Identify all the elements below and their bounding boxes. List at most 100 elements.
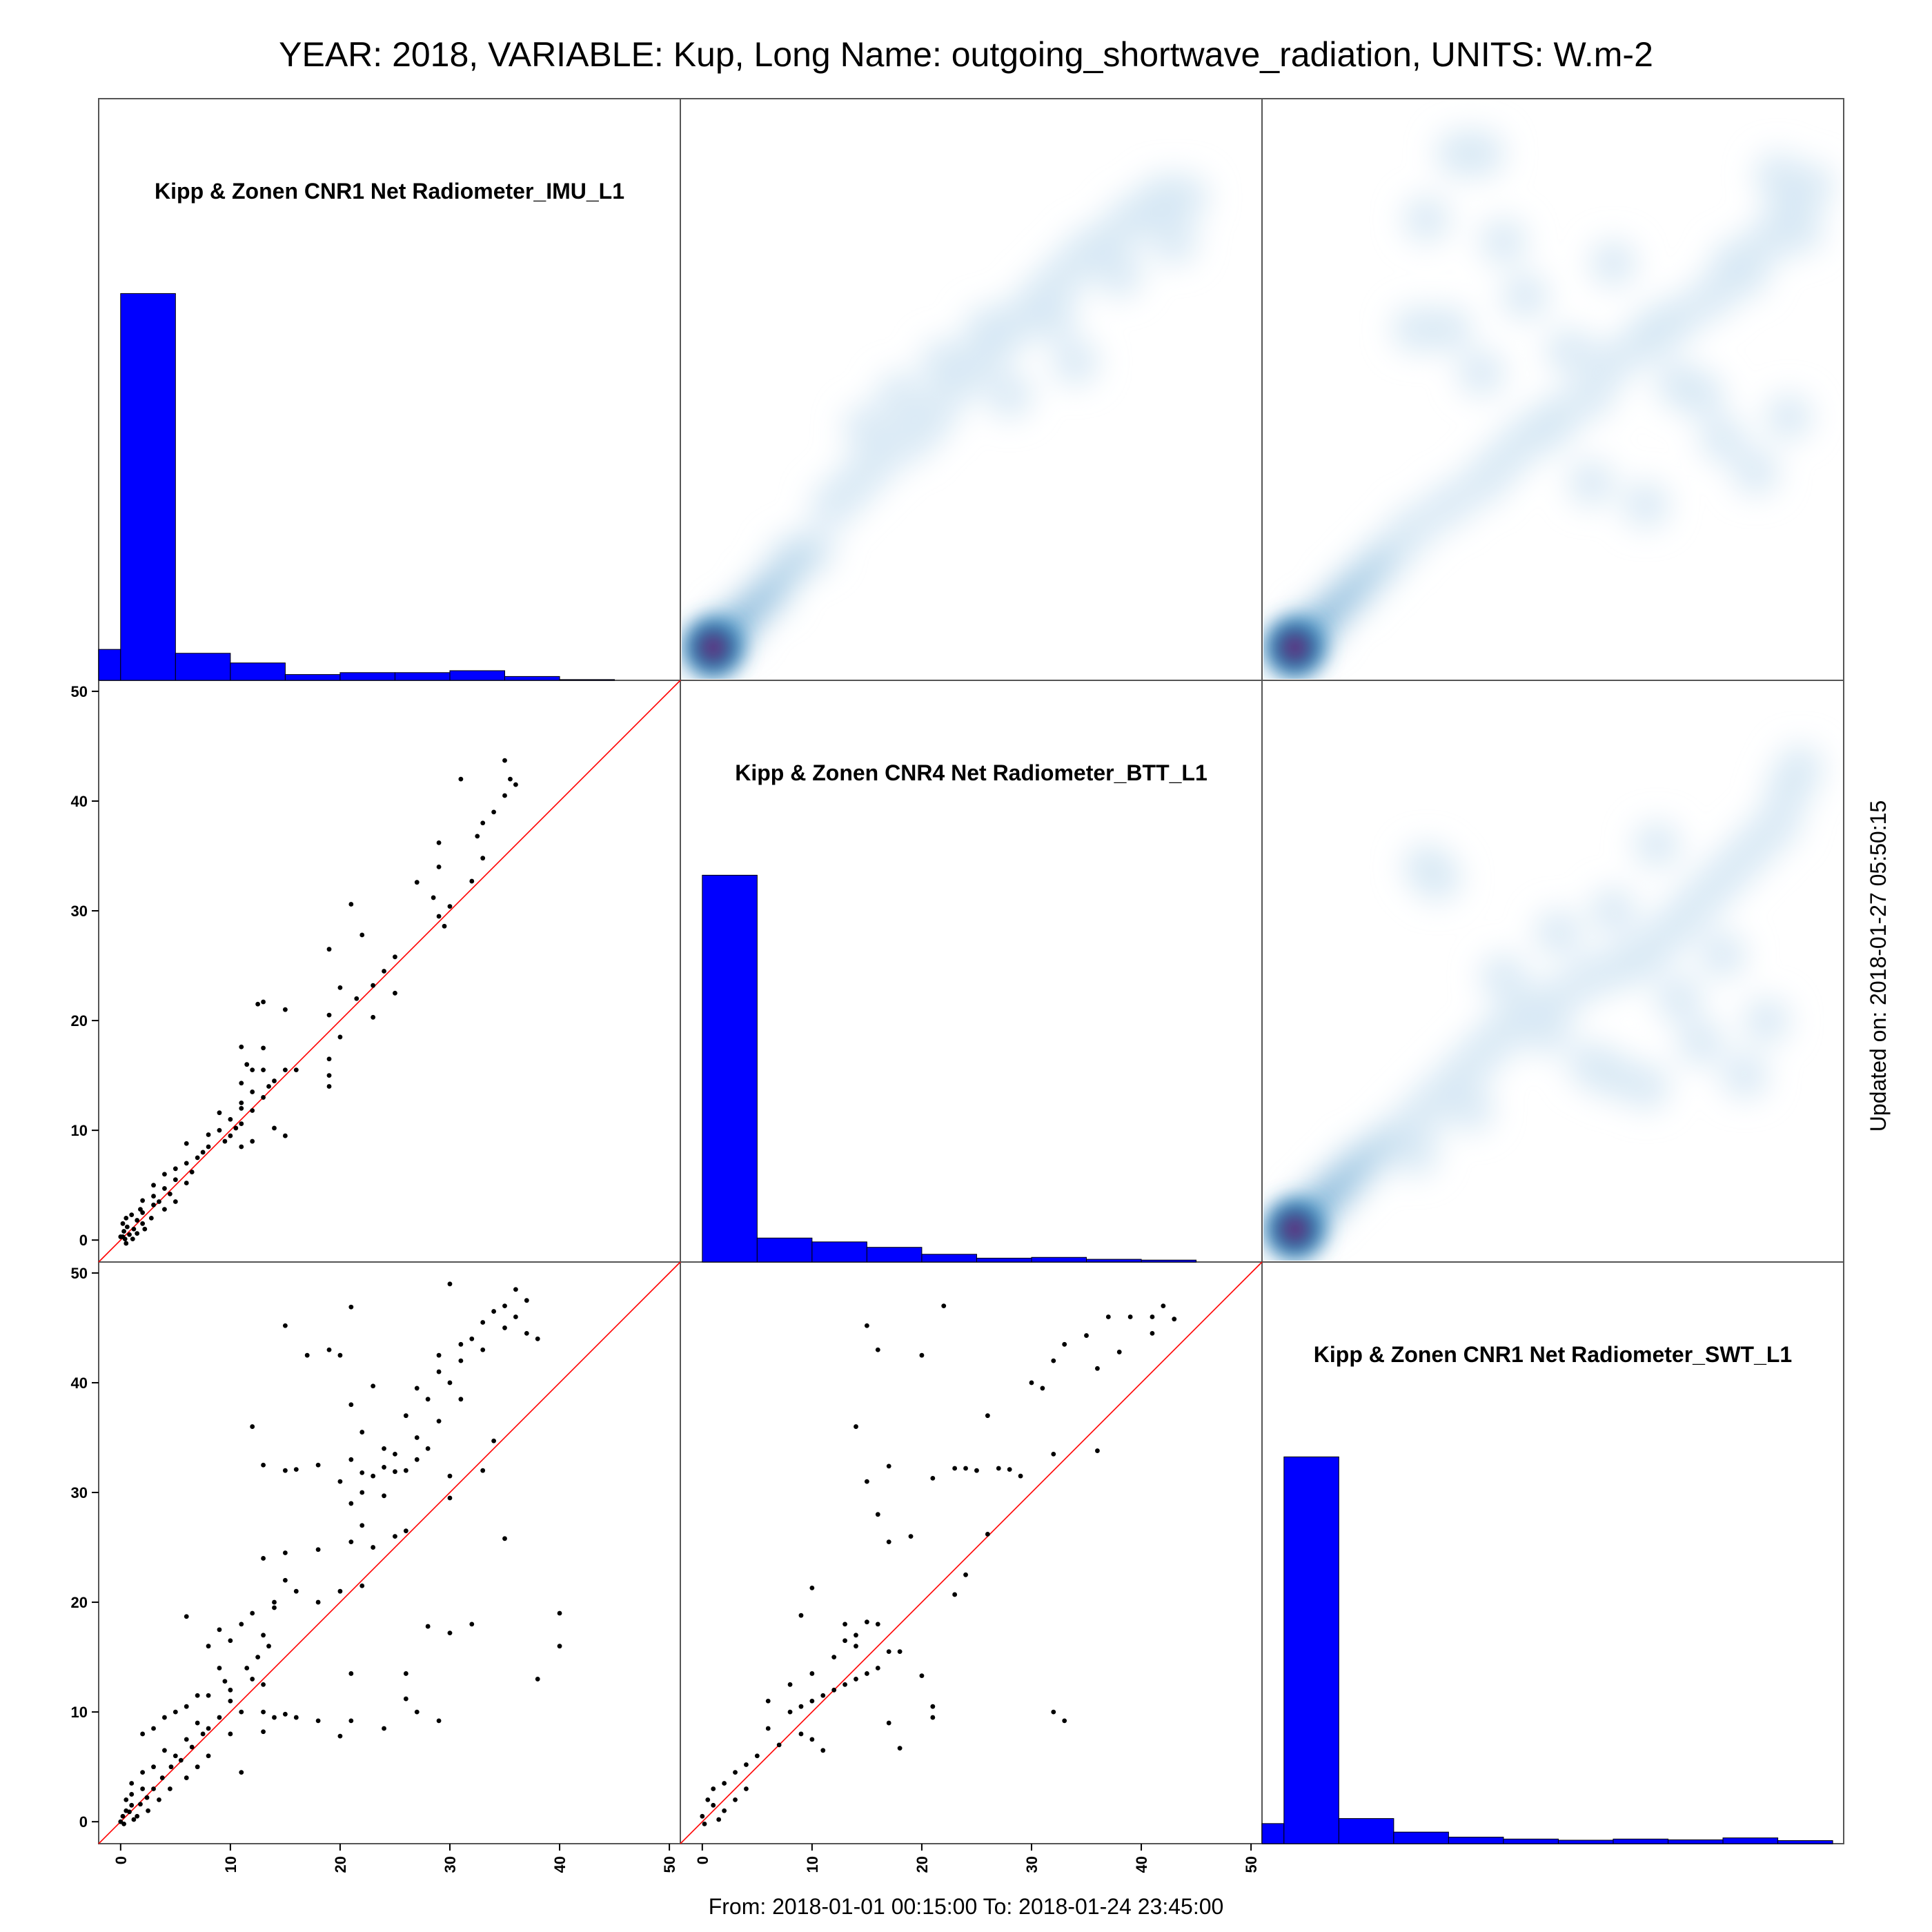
scatter-point [513,782,518,787]
scatter-point [315,1599,321,1605]
scatter-point [436,1352,442,1358]
scatter-point [722,1781,727,1786]
scatter-point [189,1170,195,1174]
density-blob-33 [1765,393,1813,441]
scatter-point [820,1748,826,1753]
scatter-point [172,1177,178,1183]
density-blob-36 [1524,404,1571,452]
histogram-bar [976,1257,1032,1263]
scatter-point [831,1687,837,1693]
scatter-point [809,1585,815,1590]
scatter-point [963,1466,968,1471]
scatter-point [326,1084,332,1089]
histogram-bar [284,674,341,681]
histogram-bar [230,662,286,681]
scatter-point [250,1610,255,1616]
scatter-point [162,1748,167,1753]
scatter-point [162,1715,167,1720]
scatter-point [326,947,332,952]
histogram-bar [866,1247,923,1263]
y-tick-label: 50 [71,1265,88,1282]
density-panel-0 [682,174,1209,678]
scatter-point [403,1413,408,1419]
density-blob-27 [843,404,891,452]
x-tick-label: 0 [112,1856,130,1864]
density-blob-36 [1699,931,1747,978]
scatter-point [842,1621,847,1627]
scatter-point [315,1547,321,1552]
density-blob-25 [1425,306,1472,353]
scatter-point [524,1298,529,1303]
scatter-point [315,1462,321,1468]
one-to-one-line [98,680,681,1263]
scatter-point [250,1067,255,1073]
scatter-point [261,1682,266,1687]
scatter-point [359,1490,365,1495]
scatter-point [557,1610,562,1616]
scatter-point [282,1133,288,1138]
scatter-point [502,793,507,798]
scatter-point [326,1073,332,1078]
scatter-point [480,1347,486,1352]
histogram-bar [120,293,176,681]
scatter-point [178,1757,184,1763]
one-to-one-line [680,1261,1263,1844]
scatter-point [293,1715,299,1720]
scatter-point [217,1110,222,1116]
scatter-point [864,1323,869,1328]
x-tick-label: 40 [1133,1856,1150,1873]
scatter-point [1150,1314,1155,1319]
scatter-point [228,1638,233,1644]
scatter-point [508,776,513,782]
scatter-point [809,1737,815,1742]
density-trail-4 [768,562,799,593]
scatter-point [206,1726,211,1731]
density-blob-23 [964,306,1012,353]
scatter-point [458,1341,464,1347]
density-trail-4 [1350,1143,1381,1174]
scatter-point [337,985,343,990]
scatter-point [293,1588,299,1594]
scatter-point [151,1726,156,1731]
density-blob-32 [1732,448,1780,495]
density-blob-28 [1589,239,1637,287]
x-tick-label: 10 [804,1856,821,1873]
variable-label-kipp-zonen-cnr1-net-radiometer-swt-l1: Kipp & Zonen CNR1 Net Radiometer_SWT_L1 [1314,1342,1792,1367]
scatter-point [348,1457,354,1462]
scatter-point [702,1821,707,1826]
density-halo-group [1274,745,1824,1250]
density-blob-4 [1392,503,1439,551]
scatter-point [502,1303,507,1309]
density-blob-33 [1535,909,1582,956]
scatter-point [469,1621,475,1627]
scatter-point [184,1614,189,1619]
y-tick-label: 30 [71,903,88,920]
histogram-bar [1668,1839,1724,1844]
scatter-point [135,1218,140,1223]
scatter-point [157,1199,161,1204]
scatter-point [228,1687,233,1693]
density-blob-29 [1052,338,1099,386]
scatter-point [140,1786,146,1791]
density-blob-10 [1568,371,1615,419]
scatter-point [217,1666,222,1670]
scatter-point [886,1539,891,1544]
scatter-point [524,1330,529,1336]
scatter-point [557,1644,562,1649]
scatter-point [414,1709,420,1715]
scatter-point [151,1764,156,1770]
scatter-point [151,1183,156,1188]
scatter-point [217,1627,222,1633]
scatter-point [733,1797,738,1802]
scatter-point [930,1475,936,1481]
x-tick-label: 50 [1243,1856,1260,1873]
scatter-point [140,1731,146,1737]
scatter-point [513,1287,518,1292]
scatter-point [765,1698,771,1704]
scatter-point [282,1550,288,1555]
scatter-point [195,1720,200,1726]
scatter-point [135,1231,140,1236]
scatter-point [261,1633,266,1638]
density-blob-40 [1710,239,1757,287]
